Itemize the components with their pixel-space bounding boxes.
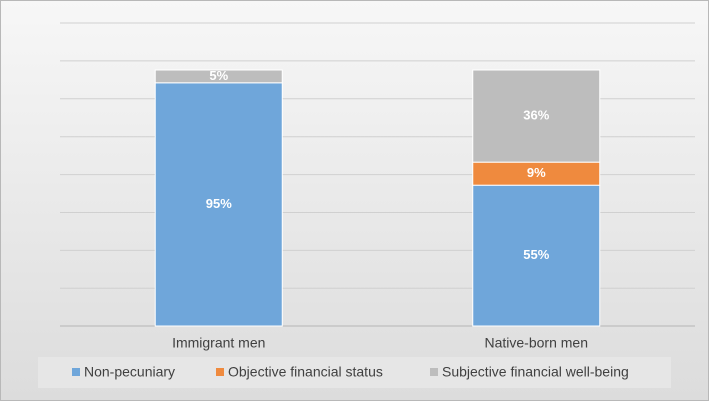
data-label: 55% <box>523 247 549 262</box>
x-tick-label: Immigrant men <box>172 335 265 351</box>
data-label: 95% <box>206 196 232 211</box>
x-tick-label: Native-born men <box>485 335 589 351</box>
data-label: 9% <box>527 165 546 180</box>
legend-swatch <box>430 368 438 376</box>
legend-label: Objective financial status <box>228 364 383 380</box>
data-label: 5% <box>209 68 228 83</box>
legend-box <box>38 357 671 388</box>
legend-label: Non-pecuniary <box>84 364 175 380</box>
bar-segment <box>154 69 283 84</box>
bar-segment <box>472 184 601 327</box>
legend-swatch <box>216 368 224 376</box>
data-label: 36% <box>523 108 549 123</box>
bar-segment <box>154 82 283 327</box>
legend-label: Subjective financial well-being <box>442 364 629 380</box>
legend-swatch <box>72 368 80 376</box>
bar-segment <box>472 69 601 163</box>
